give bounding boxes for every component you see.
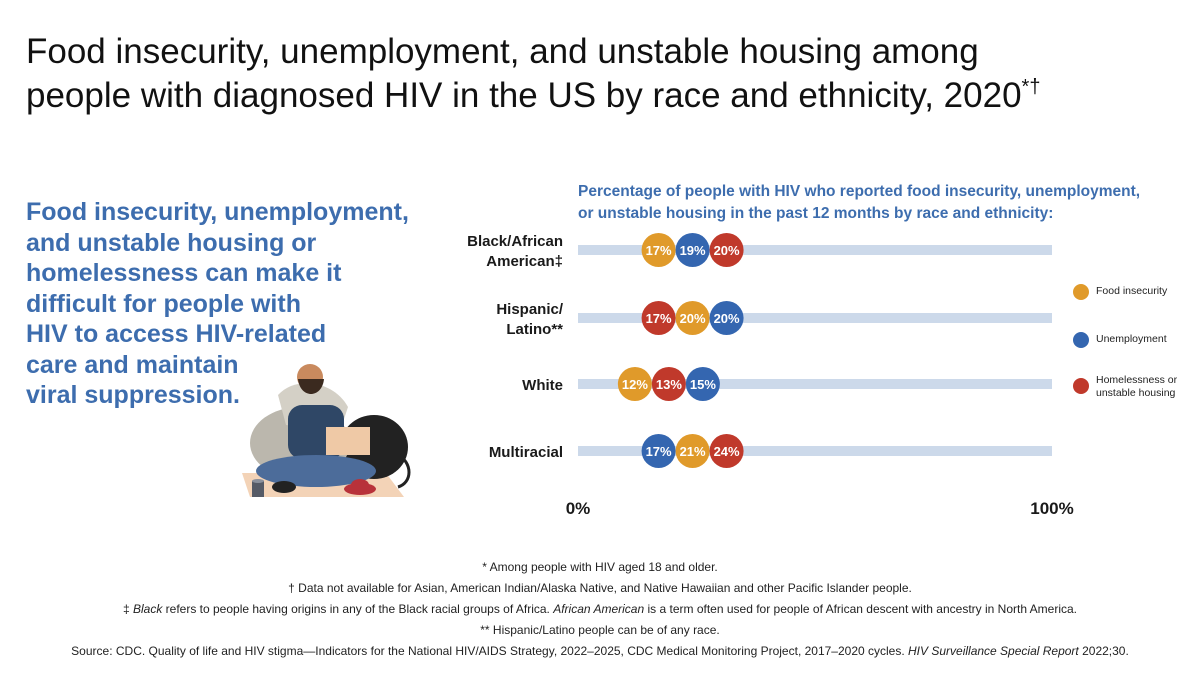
beard bbox=[298, 379, 324, 394]
legend-label-line: Homelessness or bbox=[1096, 374, 1178, 386]
key-message: Food insecurity, unemployment, and unsta… bbox=[26, 197, 446, 411]
row-track bbox=[578, 313, 1052, 323]
data-label: 17% bbox=[646, 243, 672, 258]
data-point bbox=[685, 367, 720, 401]
data-point bbox=[651, 367, 686, 401]
footnote-italic-text: HIV Surveillance Special Report bbox=[908, 644, 1079, 658]
key-message-line: Food insecurity, unemployment, bbox=[26, 198, 409, 226]
data-point bbox=[617, 367, 652, 401]
footnote: † Data not available for Asian, American… bbox=[0, 578, 1200, 599]
title-footnote-marks: *† bbox=[1021, 76, 1041, 98]
data-label: 24% bbox=[714, 444, 740, 459]
footnote-text: † Data not available for Asian, American… bbox=[288, 581, 912, 595]
footnote-text: refers to people having origins in any o… bbox=[162, 602, 554, 616]
footnote-italic-text: African American bbox=[553, 602, 645, 616]
data-point bbox=[709, 434, 744, 468]
footnote: ** Hispanic/Latino people can be of any … bbox=[0, 620, 1200, 641]
category-label: American‡ bbox=[486, 253, 563, 270]
data-point bbox=[709, 233, 744, 267]
legend-swatch bbox=[1073, 284, 1089, 300]
footnote-text: 2022;30. bbox=[1078, 644, 1129, 658]
tin-cup-rim bbox=[252, 479, 264, 483]
page-title: Food insecurity, unemployment, and unsta… bbox=[26, 30, 1176, 118]
key-message-line: and unstable housing or bbox=[26, 228, 317, 257]
footnote-text: ** Hispanic/Latino people can be of any … bbox=[480, 623, 720, 637]
person-sitting-illustration bbox=[242, 364, 411, 497]
data-label: 21% bbox=[680, 444, 706, 459]
x-tick-label: 0% bbox=[566, 499, 591, 518]
footnote: ‡ Black refers to people having origins … bbox=[0, 599, 1200, 620]
data-label: 17% bbox=[646, 311, 672, 326]
x-tick-label: 100% bbox=[1030, 499, 1073, 518]
footnote-text: ‡ bbox=[122, 602, 133, 616]
key-message-line: difficult for people with bbox=[26, 289, 301, 318]
footnote-text: Source: CDC. Quality of life and HIV sti… bbox=[71, 644, 909, 658]
tin-cup bbox=[252, 481, 264, 497]
legend-label-line: Food insecurity bbox=[1096, 285, 1168, 297]
title-line-2: people with diagnosed HIV in the US by r… bbox=[26, 76, 1022, 115]
legend-swatch bbox=[1073, 378, 1089, 394]
row-track bbox=[578, 446, 1052, 456]
data-point bbox=[641, 233, 676, 267]
row-track bbox=[578, 245, 1052, 255]
legend-label: Unemployment bbox=[1096, 333, 1167, 346]
shoe bbox=[272, 481, 296, 493]
legend-label-line: Unemployment bbox=[1096, 333, 1167, 345]
footnotes: * Among people with HIV aged 18 and olde… bbox=[0, 557, 1200, 662]
data-label: 12% bbox=[622, 377, 648, 392]
category-label: Latino** bbox=[506, 321, 563, 338]
footnote: * Among people with HIV aged 18 and olde… bbox=[0, 557, 1200, 578]
legend-label-line: unstable housing bbox=[1096, 387, 1176, 399]
key-message-line: care and maintain bbox=[26, 350, 239, 379]
backpack-strap bbox=[395, 451, 411, 489]
data-point bbox=[675, 301, 710, 335]
chart-title-line: or unstable housing in the past 12 month… bbox=[578, 204, 1054, 222]
category-label: Hispanic/ bbox=[496, 301, 564, 318]
title-line-1: Food insecurity, unemployment, and unsta… bbox=[26, 32, 979, 71]
data-point bbox=[641, 434, 676, 468]
data-label: 20% bbox=[680, 311, 706, 326]
footnote-italic-text: Black bbox=[132, 602, 163, 616]
data-point bbox=[641, 301, 676, 335]
data-point bbox=[675, 434, 710, 468]
chart-title-line: Percentage of people with HIV who report… bbox=[578, 183, 1141, 200]
category-label: Multiracial bbox=[489, 444, 563, 461]
data-label: 19% bbox=[680, 243, 706, 258]
key-message-line: homelessness can make it bbox=[26, 259, 342, 287]
footnote-text: * Among people with HIV aged 18 and olde… bbox=[482, 560, 718, 574]
row-track bbox=[578, 379, 1052, 389]
footnote: Source: CDC. Quality of life and HIV sti… bbox=[0, 641, 1200, 662]
legend-swatch bbox=[1073, 332, 1089, 348]
footnote-text: is a term often used for people of Afric… bbox=[644, 602, 1078, 616]
key-message-line: viral suppression. bbox=[26, 381, 240, 409]
data-label: 20% bbox=[714, 243, 740, 258]
category-label: Black/African bbox=[467, 233, 563, 250]
cardboard-sign bbox=[326, 427, 370, 455]
data-label: 20% bbox=[714, 311, 740, 326]
data-point bbox=[709, 301, 744, 335]
data-point bbox=[675, 233, 710, 267]
legs bbox=[256, 455, 376, 487]
key-message-line: HIV to access HIV-related bbox=[26, 320, 327, 348]
data-label: 13% bbox=[656, 377, 682, 392]
legend-label: Homelessness or unstable housing bbox=[1096, 374, 1177, 400]
legend-label: Food insecurity bbox=[1096, 285, 1167, 298]
category-label: White bbox=[522, 377, 563, 394]
chart-title: Percentage of people with HIV who report… bbox=[578, 181, 1188, 224]
data-label: 15% bbox=[690, 377, 716, 392]
data-label: 17% bbox=[646, 444, 672, 459]
red-hat-crown bbox=[351, 479, 369, 491]
